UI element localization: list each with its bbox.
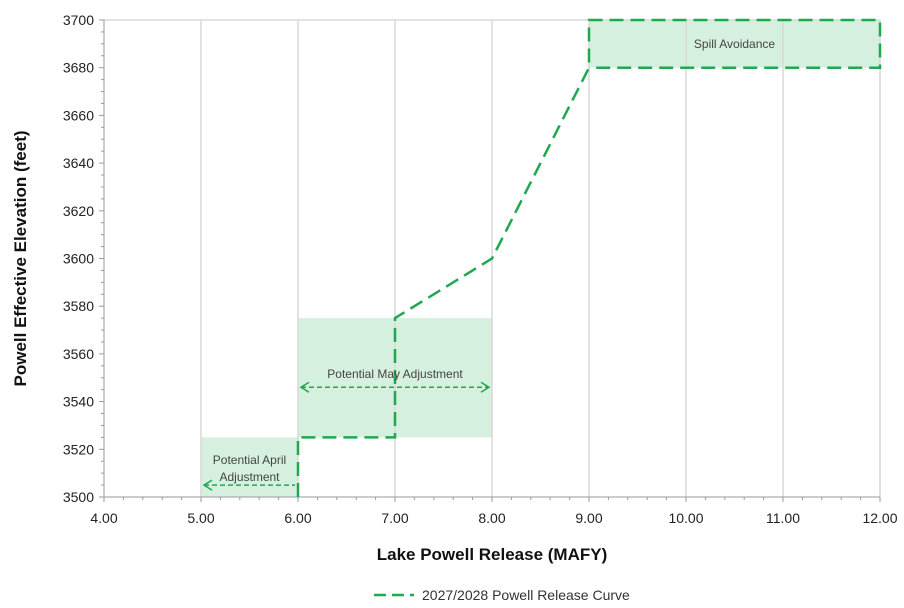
release-curve-line xyxy=(296,18,882,497)
x-tick-label: 11.00 xyxy=(766,510,800,526)
x-tick-label: 10.00 xyxy=(668,510,703,526)
regions-layer xyxy=(201,20,880,497)
y-tick-label: 3520 xyxy=(63,441,94,457)
grid-layer xyxy=(104,19,881,497)
label-layer: Potential April Adjustment Potential May A… xyxy=(213,37,776,484)
shaded-region-3 xyxy=(589,20,880,68)
region-label-april: Potential April Adjustment xyxy=(213,453,286,484)
legend-label: 2027/2028 Powell Release Curve xyxy=(422,587,630,603)
y-axis-title: Powell Effective Elevation (feet) xyxy=(11,130,30,386)
y-tick-label: 3700 xyxy=(63,12,94,28)
annotation-layer xyxy=(202,381,491,491)
y-tick-label: 3540 xyxy=(63,394,94,410)
series-layer xyxy=(296,18,882,497)
x-tick-label: 6.00 xyxy=(284,510,311,526)
x-tick-label: 8.00 xyxy=(478,510,505,526)
y-tick-label: 3620 xyxy=(63,203,94,219)
shaded-region-1 xyxy=(201,437,298,497)
axis-layer: 3500 3520 3540 3560 3580 3600 3620 3640 3660 3680… xyxy=(11,12,898,564)
region-label-may: Potential May Adjustment xyxy=(327,367,463,381)
x-tick-label: 12.00 xyxy=(862,510,897,526)
x-tick-label: 5.00 xyxy=(187,510,214,526)
legend: 2027/2028 Powell Release Curve xyxy=(374,587,630,603)
x-tick-label: 7.00 xyxy=(381,510,408,526)
y-tick-label: 3560 xyxy=(63,346,94,362)
arrowhead-right xyxy=(480,381,491,393)
y-tick-label: 3580 xyxy=(63,298,94,314)
y-tick-label: 3680 xyxy=(63,60,94,76)
arrowhead-left xyxy=(299,381,310,393)
y-tick-label: 3640 xyxy=(63,155,94,171)
y-tick-label: 3500 xyxy=(63,489,94,505)
y-tick-label: 3600 xyxy=(63,251,94,267)
region-label-spill: Spill Avoidance xyxy=(694,37,775,51)
arrowhead-left xyxy=(202,479,213,491)
x-tick-label: 9.00 xyxy=(575,510,602,526)
y-tick-label: 3660 xyxy=(63,107,94,123)
x-tick-label: 4.00 xyxy=(90,510,117,526)
x-axis-title: Lake Powell Release (MAFY) xyxy=(377,545,608,564)
